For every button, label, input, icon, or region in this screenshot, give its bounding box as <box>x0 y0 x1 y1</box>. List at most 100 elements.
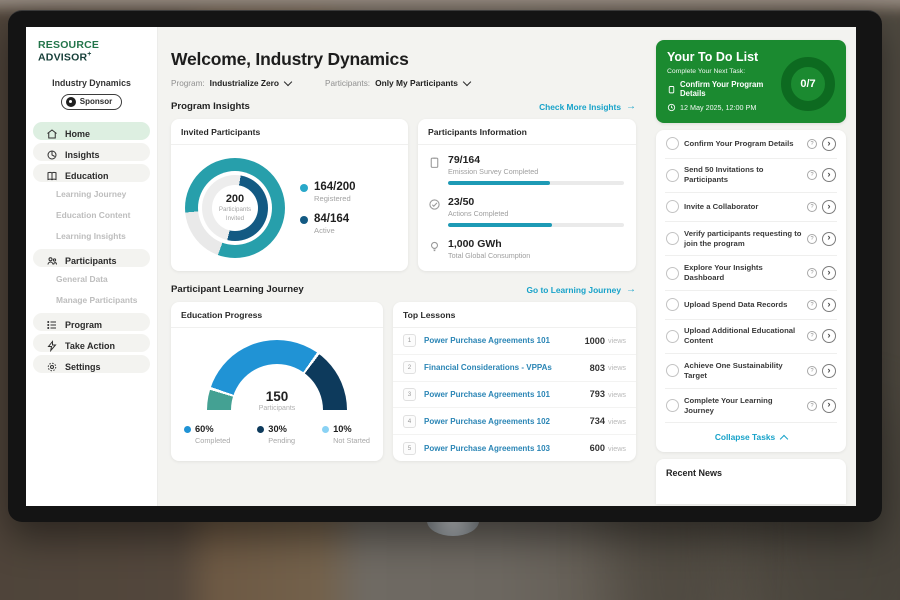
lesson-link[interactable]: Power Purchase Agreements 102 <box>424 416 550 426</box>
sidebar-item-education[interactable]: Education <box>33 163 150 182</box>
lesson-views: 734 <box>589 416 606 427</box>
chevron-up-icon <box>779 434 789 444</box>
bulb-icon <box>428 240 441 253</box>
chevron-right-button[interactable]: › <box>822 398 836 413</box>
invited-card-body: 200 Participants Invited 164/200 Registe… <box>171 145 408 271</box>
sidebar-item-home[interactable]: Home <box>33 121 150 140</box>
chevron-right-button[interactable]: › <box>822 266 836 281</box>
gear-icon <box>46 361 58 373</box>
task-label: Achieve One Sustainability Target <box>684 360 783 380</box>
sidebar-menu: Home Insights Education Learning Journey… <box>26 121 157 373</box>
todo-task-row[interactable]: Upload Spend Data Records ? › <box>665 291 837 320</box>
stat-value: 1,000 GWh <box>448 238 502 250</box>
donut-center-label: Participants Invited <box>218 206 252 222</box>
link-label: Go to Learning Journey <box>526 284 621 295</box>
sidebar-item-label: Settings <box>65 361 101 372</box>
task-checkbox[interactable] <box>666 329 679 343</box>
action-icon <box>46 339 58 352</box>
collapse-tasks-link[interactable]: Collapse Tasks <box>665 423 837 452</box>
lesson-rank: 3 <box>403 387 416 401</box>
logo-advisor: ADVISOR <box>38 51 88 64</box>
todo-title: Your To Do List <box>667 50 759 64</box>
legend-dot <box>300 216 308 224</box>
lesson-link[interactable]: Power Purchase Agreements 101 <box>424 389 550 399</box>
insights-cards-row: Invited Participants 200 Participants In… <box>171 119 636 271</box>
sidebar-item-manage-participants[interactable]: Manage Participants <box>33 291 150 310</box>
legend-label: Pending <box>268 436 296 445</box>
todo-task-row[interactable]: Upload Additional Educational Content ? … <box>665 320 837 355</box>
stat-actions-completed: 23/50 Actions Completed <box>418 187 636 229</box>
sidebar-item-learning-journey[interactable]: Learning Journey <box>33 185 150 204</box>
task-checkbox[interactable] <box>666 266 679 280</box>
lesson-views: 600 <box>589 443 606 454</box>
recent-news-title: Recent News <box>666 468 723 479</box>
card-title: Invited Participants <box>171 119 408 145</box>
lesson-row: 3 Power Purchase Agreements 101 793 view… <box>393 382 636 409</box>
sidebar-item-label: General Data <box>56 274 108 284</box>
chevron-right-button[interactable]: › <box>822 329 836 344</box>
todo-task-row[interactable]: Achieve One Sustainability Target ? › <box>665 354 837 389</box>
todo-task-row[interactable]: Confirm Your Program Details ? › <box>665 130 837 159</box>
legend-value: 60% <box>195 424 214 434</box>
sidebar-item-label: Program <box>65 319 103 330</box>
chevron-right-button[interactable]: › <box>822 199 836 214</box>
sidebar-item-education-content[interactable]: Education Content <box>33 206 150 225</box>
task-label: Send 50 Invitations to Participants <box>684 165 764 185</box>
learning-journey-header: Participant Learning Journey Go to Learn… <box>171 284 636 295</box>
task-checkbox[interactable] <box>666 200 679 214</box>
sidebar-item-label: Learning Insights <box>56 231 126 241</box>
legend-dot <box>300 184 308 192</box>
clipboard-icon <box>667 85 676 94</box>
sidebar-item-label: Home <box>65 128 91 139</box>
sidebar-item-settings[interactable]: Settings <box>33 354 150 373</box>
chevron-right-button[interactable]: › <box>822 231 836 246</box>
sidebar-item-participants[interactable]: Participants <box>33 248 150 267</box>
lesson-link[interactable]: Power Purchase Agreements 101 <box>424 336 550 346</box>
survey-icon <box>428 156 441 169</box>
lesson-views: 803 <box>589 362 606 373</box>
lesson-link[interactable]: Power Purchase Agreements 103 <box>424 443 550 453</box>
sidebar-item-learning-insights[interactable]: Learning Insights <box>33 227 150 246</box>
chevron-right-button[interactable]: › <box>822 136 836 151</box>
task-checkbox[interactable] <box>666 399 679 413</box>
task-checkbox[interactable] <box>666 137 679 151</box>
todo-task-row[interactable]: Explore Your Insights Dashboard ? › <box>665 256 837 291</box>
chevron-right-button[interactable]: › <box>822 168 836 183</box>
task-checkbox[interactable] <box>666 232 679 246</box>
go-to-learning-journey-link[interactable]: Go to Learning Journey → <box>526 284 636 295</box>
logo-plus: + <box>87 51 92 58</box>
gauge-center: 150 Participants <box>207 389 347 412</box>
sidebar-item-program[interactable]: Program <box>33 312 150 331</box>
info-icon: ? <box>807 201 817 212</box>
todo-panel: Your To Do List Complete Your Next Task:… <box>648 27 856 506</box>
chevron-right-button[interactable]: › <box>822 363 836 378</box>
logo-resource: RESOURCE <box>38 39 100 51</box>
task-checkbox[interactable] <box>666 168 679 182</box>
todo-task-row[interactable]: Complete Your Learning Journey ? › <box>665 389 837 424</box>
lesson-link[interactable]: Financial Considerations - VPPAs <box>424 363 552 373</box>
todo-task-row[interactable]: Verify participants requesting to join t… <box>665 222 837 257</box>
task-label: Verify participants requesting to join t… <box>684 228 802 248</box>
education-progress-card: Education Progress 150 Participants 60% … <box>171 302 383 461</box>
sidebar-item-label: Learning Journey <box>56 189 127 199</box>
progress-bar <box>448 181 624 185</box>
lesson-rank: 4 <box>403 414 416 428</box>
donut-center: 200 Participants Invited <box>212 185 258 231</box>
clock-icon <box>667 103 676 112</box>
task-checkbox[interactable] <box>666 364 679 378</box>
legend-dot <box>184 425 191 433</box>
legend-label: Completed <box>195 436 231 445</box>
sidebar-item-insights[interactable]: Insights <box>33 142 150 161</box>
legend-label: Not Started <box>333 436 370 445</box>
check-more-insights-link[interactable]: Check More Insights → <box>539 101 636 112</box>
sidebar-item-take-action[interactable]: Take Action <box>33 333 150 352</box>
participants-filter-dropdown[interactable]: Participants: Only My Participants <box>325 77 472 88</box>
task-checkbox[interactable] <box>666 298 679 312</box>
sidebar-item-label: Insights <box>65 149 100 160</box>
program-filter-dropdown[interactable]: Program: Industrialize Zero <box>171 77 293 88</box>
todo-task-row[interactable]: Send 50 Invitations to Participants ? › <box>665 159 837 194</box>
sponsor-badge[interactable]: Sponsor <box>60 93 123 110</box>
sidebar-item-general-data[interactable]: General Data <box>33 270 150 289</box>
chevron-right-button[interactable]: › <box>822 297 836 312</box>
todo-task-row[interactable]: Invite a Collaborator ? › <box>665 193 837 222</box>
